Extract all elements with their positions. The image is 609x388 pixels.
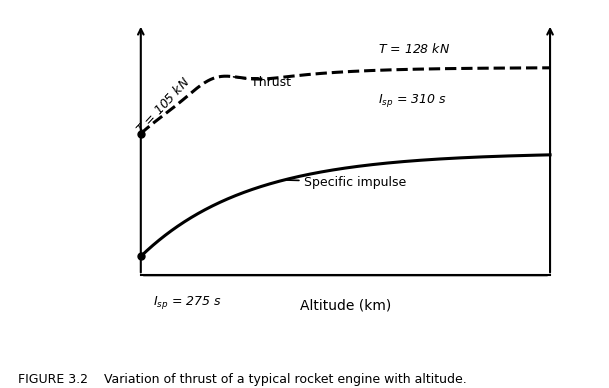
Text: $I_{sp}$ = 310 s: $I_{sp}$ = 310 s [378,92,447,109]
Text: $T$ = 128 kN: $T$ = 128 kN [378,42,450,55]
Text: Thrust: Thrust [234,76,291,89]
Text: $I_{sp}$ = 275 s: $I_{sp}$ = 275 s [153,294,222,311]
Text: Specific impulse: Specific impulse [287,175,407,189]
Text: FIGURE 3.2    Variation of thrust of a typical rocket engine with altitude.: FIGURE 3.2 Variation of thrust of a typi… [18,373,467,386]
Text: Altitude (km): Altitude (km) [300,299,391,313]
Text: $T$ = 105 kN: $T$ = 105 kN [133,74,193,137]
